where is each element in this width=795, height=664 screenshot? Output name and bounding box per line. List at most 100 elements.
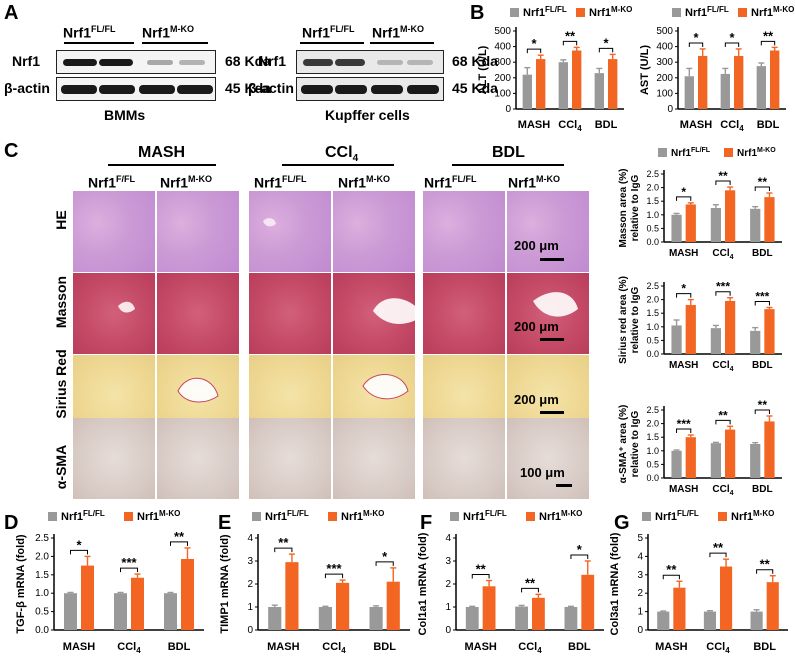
- bar: [685, 437, 696, 478]
- category-label: BDL: [752, 484, 773, 495]
- significance-bracket: [676, 428, 692, 434]
- y-tick-label: 2.5: [646, 281, 659, 291]
- bar: [764, 197, 775, 242]
- chart-alt: 0 100 200 300 400 500 ALT (U/L) * MASH ** CCl4 * BDL…: [477, 5, 632, 133]
- bar: [64, 593, 77, 630]
- y-tick-label: 4: [445, 533, 451, 544]
- significance-bracket: [688, 42, 704, 47]
- chart-sma-area: 0.0 0.5 1.0 1.5 2.0 2.5 α-SMA⁺ area (%) relativ…: [618, 398, 782, 497]
- significance-bracket: [676, 293, 692, 298]
- blot-kupffer-kda-45: 45 Kda: [452, 80, 498, 96]
- blot-bmms-bracket-ff: [64, 42, 134, 44]
- bar: [536, 59, 546, 109]
- significance-label: ***: [121, 555, 137, 570]
- blot-bmms-row-actin: β-actin: [4, 80, 50, 96]
- bar: [725, 190, 736, 242]
- significance-bracket: [324, 573, 344, 579]
- legend-label-ko: Nrf1M-KO: [589, 5, 632, 19]
- scale-sma: 100 μm: [520, 465, 565, 480]
- legend-label-ctrl: Nrf1FL/FL: [463, 509, 507, 523]
- legend-label-ctrl: Nrf1FL/FL: [523, 5, 567, 19]
- y-tick-label: 2.0: [646, 183, 659, 193]
- legend-label-ctrl: Nrf1FL/FL: [655, 509, 699, 523]
- category-label: MASH: [669, 360, 698, 371]
- image-sma-mash-ko: [157, 418, 239, 499]
- significance-label: *: [729, 30, 735, 45]
- legend-label-ko: Nrf1M-KO: [751, 5, 794, 19]
- bar: [671, 325, 682, 354]
- y-tick-label: 2: [445, 579, 451, 590]
- bar: [750, 444, 761, 478]
- y-tick-label: 100: [494, 88, 511, 99]
- model-ccl4-header: CCl4: [325, 144, 359, 165]
- bar: [318, 607, 332, 630]
- blot-kupffer-row-actin: β-actin: [248, 80, 294, 96]
- panel-label-g: G: [614, 512, 630, 534]
- scale-bar-masson: [540, 338, 564, 341]
- significance-bracket: [715, 291, 731, 296]
- legend-swatch-ctrl: [658, 148, 667, 157]
- legend-swatch-ko: [124, 512, 133, 521]
- panel-label-f: F: [420, 512, 433, 534]
- category-label: BDL: [168, 641, 191, 653]
- bar: [764, 421, 775, 478]
- category-label: CCl4: [706, 641, 730, 655]
- y-tick-label: 1: [247, 602, 253, 613]
- bar: [671, 450, 682, 478]
- blot-kupffer-bracket-ko: [370, 42, 434, 44]
- bar: [164, 593, 177, 630]
- y-tick-label: 1.0: [646, 210, 659, 220]
- bar: [131, 577, 144, 630]
- image-sma-bdl-ff: [423, 418, 505, 499]
- bar: [515, 606, 528, 630]
- category-label: CCl4: [720, 119, 744, 133]
- y-tick-label: 200: [656, 73, 673, 84]
- bar: [671, 214, 682, 242]
- stain-label-he: HE: [53, 210, 69, 230]
- bar: [594, 73, 604, 109]
- y-tick-label: 2: [637, 588, 643, 599]
- scale-bar-sirius: [540, 411, 564, 414]
- significance-label: *: [531, 36, 537, 51]
- blot-bmms-actin-strip: [56, 77, 216, 101]
- y-tick-label: 1.0: [35, 588, 49, 599]
- significance-label: **: [713, 540, 724, 555]
- blot-kupffer-group-ko: Nrf1M-KO: [372, 24, 425, 41]
- legend-swatch-ctrl: [510, 8, 519, 17]
- geno-mash-ff: Nrf1F/FL: [88, 174, 136, 191]
- category-label: CCl4: [712, 248, 733, 261]
- geno-mash-ko: Nrf1M-KO: [160, 174, 213, 191]
- category-label: CCl4: [322, 641, 346, 655]
- image-masson-mash-ko: [157, 273, 239, 354]
- category-label: CCl4: [712, 360, 733, 373]
- significance-bracket: [274, 547, 293, 553]
- category-label: CCl4: [117, 641, 141, 655]
- significance-label: **: [476, 562, 487, 577]
- y-tick-label: 2.5: [35, 533, 49, 544]
- legend-swatch-ctrl: [672, 8, 681, 17]
- image-masson-bdl-ff: [423, 273, 505, 354]
- y-tick-label: 0.0: [35, 625, 49, 636]
- significance-bracket: [715, 419, 731, 425]
- bar: [698, 55, 708, 109]
- y-tick-label: 1.0: [646, 322, 659, 332]
- y-tick-label: 0.5: [35, 607, 49, 618]
- y-tick-label: 500: [494, 26, 511, 37]
- chart-col3a1: 0 1 2 3 4 5 Col3a1 mRNA (fold) ** MASH ** CCl4 ** BD…: [610, 509, 788, 655]
- legend-swatch-ko: [526, 512, 535, 521]
- y-tick-label: 2.5: [646, 405, 659, 415]
- y-tick-label: 0.5: [646, 223, 659, 233]
- legend-label-ctrl: Nrf1FL/FL: [671, 147, 711, 159]
- image-sma-ccl4-ff: [249, 418, 331, 499]
- model-bdl-bracket: [452, 164, 564, 166]
- category-label: CCl4: [712, 484, 733, 497]
- category-label: MASH: [669, 248, 698, 259]
- model-bdl-header: BDL: [492, 144, 525, 161]
- bar: [684, 76, 694, 109]
- category-label: BDL: [752, 360, 773, 371]
- y-axis-label: AST (U/L): [639, 45, 651, 95]
- y-tick-label: 400: [494, 42, 511, 53]
- bar: [685, 204, 696, 242]
- legend-label-ko: Nrf1M-KO: [341, 509, 384, 523]
- significance-bracket: [724, 42, 740, 47]
